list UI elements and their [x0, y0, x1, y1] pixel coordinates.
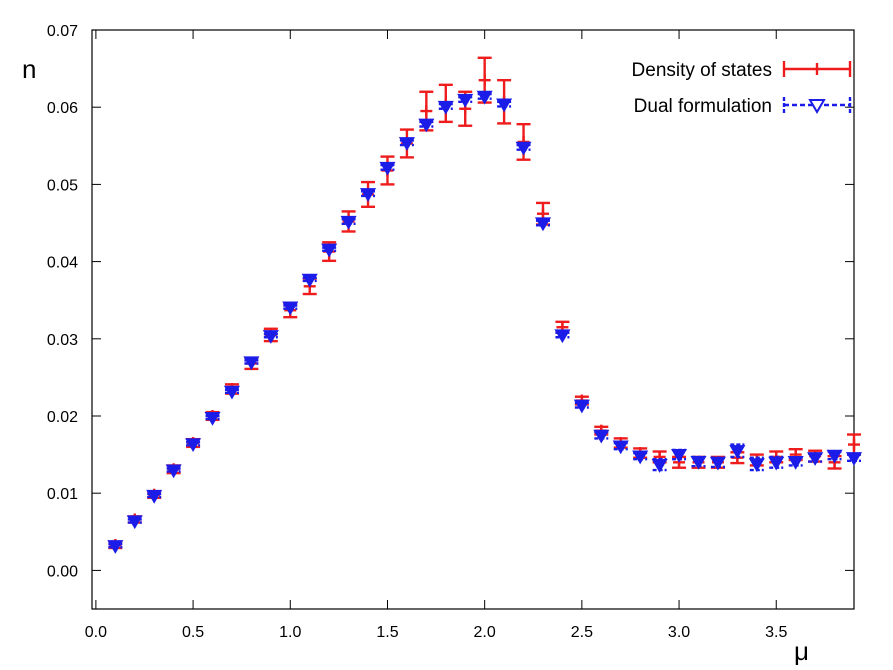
- y-tick-label: 0.02: [47, 409, 78, 426]
- dual-point-marker: [845, 452, 863, 466]
- legend-label-dual-formulation: Dual formulation: [634, 96, 772, 117]
- dual-point-marker: [476, 90, 493, 105]
- dual-point-marker: [826, 449, 843, 464]
- dual-point-marker: [515, 141, 532, 156]
- dual-point-marker: [398, 137, 415, 151]
- y-tick-label: 0.01: [47, 486, 78, 503]
- x-tick-label: 0.0: [85, 624, 107, 641]
- x-axis-label: μ: [794, 636, 809, 666]
- dual-point-marker: [418, 118, 435, 133]
- dual-point-marker: [612, 440, 629, 455]
- dual-point-marker: [204, 411, 221, 426]
- dual-point-marker: [748, 458, 765, 473]
- plot-frame: [91, 29, 855, 610]
- series-density-of-states: [108, 56, 861, 551]
- dual-point-marker: [671, 449, 688, 463]
- dual-point-marker: [690, 455, 707, 470]
- legend-keys: [782, 61, 852, 114]
- dual-point-marker: [457, 93, 474, 108]
- y-tick-label: 0.07: [47, 23, 78, 40]
- dual-point-marker: [496, 98, 513, 113]
- dual-point-marker: [554, 329, 571, 344]
- dual-point-marker: [379, 161, 396, 176]
- dual-point-marker: [301, 273, 318, 288]
- y-tick-label: 0.06: [47, 100, 78, 117]
- y-axis-ticks: 0.00 0.01 0.02 0.03 0.04 0.05 0.06 0.07: [47, 23, 854, 580]
- dual-point-marker: [359, 188, 377, 202]
- y-tick-label: 0.05: [47, 177, 78, 194]
- x-tick-label: 0.5: [182, 624, 204, 641]
- series-dual-formulation: [107, 90, 863, 554]
- dual-point-marker: [787, 455, 804, 470]
- dual-point-marker: [632, 450, 649, 465]
- dual-point-marker: [534, 217, 552, 232]
- dual-point-marker: [262, 330, 279, 344]
- x-tick-label: 1.5: [376, 624, 398, 641]
- dual-point-marker: [340, 215, 357, 230]
- y-tick-label: 0.03: [47, 332, 78, 349]
- dual-point-marker: [107, 540, 124, 554]
- dual-point-marker: [321, 243, 338, 258]
- y-tick-label: 0.04: [47, 255, 78, 272]
- dual-point-marker: [282, 301, 299, 316]
- dual-point-marker: [709, 456, 726, 471]
- y-tick-label: 0.00: [47, 563, 78, 580]
- dual-point-marker: [185, 438, 202, 452]
- x-tick-label: 1.0: [279, 624, 301, 641]
- dual-point-marker: [243, 356, 260, 371]
- x-tick-label: 3.0: [668, 624, 690, 641]
- x-tick-label: 2.0: [474, 624, 496, 641]
- dual-point-marker: [651, 459, 668, 473]
- dual-point-marker: [807, 452, 824, 466]
- dual-point-marker: [146, 489, 163, 504]
- dual-point-marker: [729, 445, 746, 459]
- dual-point-marker: [437, 100, 454, 115]
- dual-point-marker: [768, 456, 785, 471]
- legend: Density of states Dual formulation: [632, 60, 852, 117]
- legend-key-dual-triangle: [808, 99, 826, 114]
- dual-point-marker: [573, 399, 590, 414]
- dual-point-marker: [126, 515, 143, 530]
- dual-point-marker: [593, 429, 610, 444]
- x-tick-label: 3.5: [765, 624, 787, 641]
- x-axis-ticks: 0.0 0.5 1.0 1.5 2.0 2.5 3.0 3.5: [85, 30, 787, 641]
- series-layer: [107, 56, 863, 554]
- legend-label-density-of-states: Density of states: [632, 60, 772, 81]
- dual-point-marker: [165, 464, 182, 479]
- dual-point-marker: [223, 385, 241, 400]
- y-axis-label: n: [22, 54, 36, 84]
- x-tick-label: 2.5: [571, 624, 593, 641]
